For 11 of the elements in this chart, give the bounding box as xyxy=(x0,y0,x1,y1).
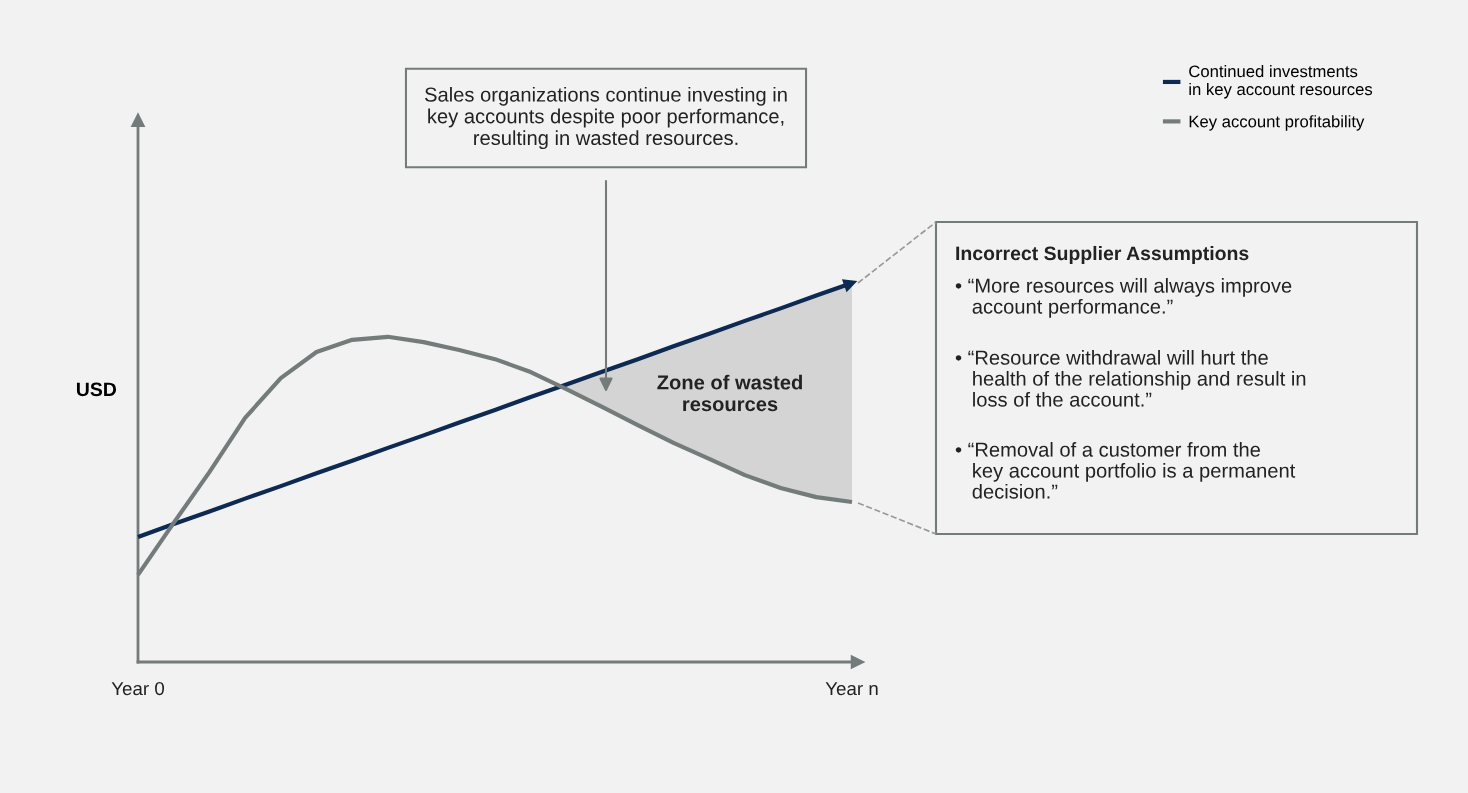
text: Incorrect Supplier Assumptions xyxy=(956,245,1249,265)
x-tick-label: Year n xyxy=(825,682,878,696)
legend-label: Continued investments in key account resources xyxy=(1189,65,1373,99)
text: Sales organizations continue investing in key accounts despite poor performance, resulting in wasted resources. xyxy=(425,86,787,150)
annotation: Zone of wasted resources xyxy=(657,374,802,412)
text: • “Removal of a customer from the key account portfolio is a permanent decision.” xyxy=(955,442,1296,499)
legend-label: Key account profitability xyxy=(1189,115,1365,131)
text: • “Resource withdrawal will hurt the health of the relationship and result in loss of the account.” xyxy=(955,350,1306,407)
x-tick-label: Year 0 xyxy=(111,681,165,696)
y-axis-title: USD xyxy=(76,382,117,397)
text: • “More resources will always improve account performance.” xyxy=(955,278,1292,318)
